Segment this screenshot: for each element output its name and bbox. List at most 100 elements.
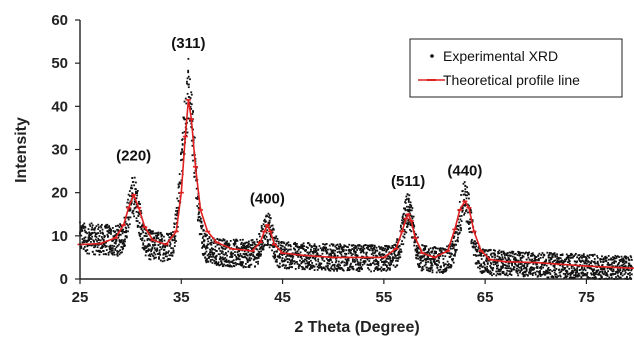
experimental-point <box>569 257 572 259</box>
experimental-point <box>136 189 139 192</box>
experimental-point <box>204 252 207 255</box>
experimental-point <box>557 256 560 259</box>
theoretical-profile-line <box>79 99 633 269</box>
experimental-point <box>186 92 189 95</box>
experimental-point <box>578 272 580 275</box>
experimental-point <box>376 268 379 271</box>
experimental-point <box>356 267 359 270</box>
experimental-point <box>83 241 86 244</box>
experimental-point <box>153 241 156 244</box>
experimental-point <box>588 254 591 256</box>
experimental-point <box>440 250 443 252</box>
experimental-point <box>545 264 548 267</box>
experimental-point <box>104 235 106 238</box>
experimental-point <box>458 200 461 203</box>
experimental-point <box>519 271 521 274</box>
experimental-point <box>454 253 456 256</box>
experimental-point <box>464 204 467 206</box>
experimental-point <box>544 273 547 276</box>
experimental-point <box>480 254 482 257</box>
experimental-point <box>399 226 402 228</box>
experimental-point <box>108 229 111 231</box>
experimental-point <box>384 264 387 266</box>
experimental-point <box>251 239 254 241</box>
experimental-point <box>478 262 481 265</box>
experimental-point <box>482 270 485 272</box>
experimental-point <box>427 256 430 259</box>
experimental-point <box>485 260 488 263</box>
experimental-point <box>324 268 327 271</box>
experimental-point <box>231 261 233 264</box>
experimental-point <box>187 117 190 120</box>
experimental-point <box>316 254 318 257</box>
experimental-point <box>439 249 442 252</box>
experimental-point <box>90 222 93 225</box>
experimental-point <box>105 224 108 227</box>
experimental-point <box>154 253 157 256</box>
experimental-point <box>213 252 216 254</box>
experimental-point <box>511 263 513 266</box>
experimental-point <box>406 205 408 208</box>
experimental-point <box>340 253 343 256</box>
experimental-point <box>627 269 630 272</box>
experimental-point <box>209 248 211 251</box>
experimental-point <box>93 246 95 249</box>
experimental-point <box>179 153 182 155</box>
experimental-point <box>427 260 430 263</box>
experimental-point <box>454 243 456 246</box>
experimental-point <box>257 260 259 263</box>
experimental-point <box>215 264 218 266</box>
experimental-point <box>117 224 120 227</box>
experimental-point <box>390 247 393 250</box>
experimental-point <box>117 229 120 232</box>
experimental-point <box>417 252 420 255</box>
experimental-point <box>528 271 530 274</box>
experimental-point <box>279 253 281 255</box>
experimental-point <box>528 268 531 271</box>
experimental-point <box>563 260 566 263</box>
experimental-point <box>509 251 512 254</box>
experimental-point <box>334 249 337 252</box>
experimental-point <box>82 239 85 242</box>
experimental-point <box>229 239 232 242</box>
experimental-point <box>570 254 572 257</box>
experimental-point <box>559 271 561 274</box>
experimental-point <box>486 263 489 265</box>
experimental-point <box>110 247 113 250</box>
experimental-point <box>366 263 369 266</box>
experimental-point <box>485 269 487 271</box>
experimental-point <box>220 252 223 254</box>
experimental-point <box>108 245 111 248</box>
experimental-point <box>354 260 357 263</box>
experimental-point <box>523 274 526 277</box>
experimental-point <box>383 267 386 270</box>
experimental-point <box>362 251 365 254</box>
experimental-point <box>472 254 475 256</box>
x-axis-ticks: 25 35 45 55 65 75 <box>72 279 595 306</box>
experimental-point <box>372 254 375 257</box>
experimental-point <box>337 245 340 248</box>
experimental-point <box>380 266 383 269</box>
experimental-point <box>551 275 554 278</box>
experimental-point <box>253 242 256 244</box>
experimental-point <box>238 254 241 257</box>
experimental-point <box>489 249 492 251</box>
experimental-point <box>149 255 152 258</box>
experimental-point <box>258 251 261 253</box>
experimental-point <box>431 269 434 272</box>
experimental-point <box>94 245 97 248</box>
experimental-point <box>398 244 401 247</box>
experimental-point <box>242 253 245 255</box>
experimental-point <box>189 101 191 104</box>
experimental-point <box>260 243 262 246</box>
experimental-point <box>193 175 196 178</box>
experimental-point <box>81 238 84 240</box>
experimental-point <box>612 268 615 271</box>
experimental-point <box>333 264 336 266</box>
experimental-point <box>251 241 254 244</box>
experimental-point <box>218 247 221 250</box>
experimental-point <box>477 260 480 263</box>
experimental-point <box>222 265 225 268</box>
experimental-point <box>590 254 593 256</box>
experimental-point <box>260 230 262 232</box>
